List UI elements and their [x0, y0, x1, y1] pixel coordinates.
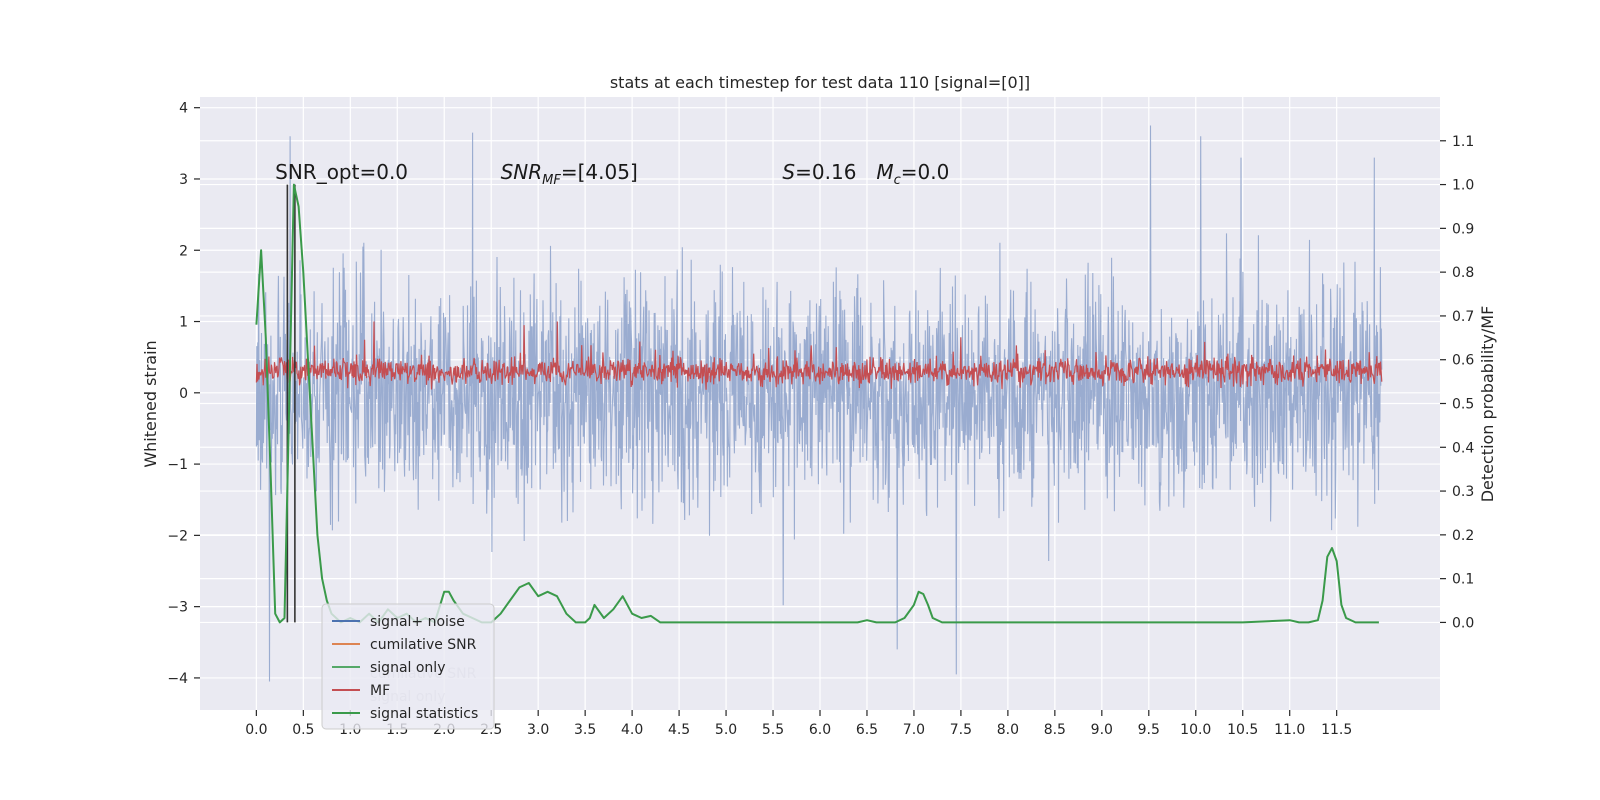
x-tick-label: 5.5	[762, 722, 784, 738]
y-right-tick-label: 0.4	[1452, 440, 1474, 456]
y-axis-right-label: Detection probability/MF	[1478, 306, 1497, 503]
y-right-tick-label: 1.1	[1452, 134, 1474, 150]
annotations: SNR_opt=0.0 SNRMF=[4.05] S=0.16 Mc=0.0	[275, 160, 949, 188]
annotation-text: Mc=0.0	[876, 160, 949, 188]
y-right-tick-label: 0.9	[1452, 221, 1474, 237]
y-right-tick-label: 0.6	[1452, 353, 1474, 369]
x-tick-label: 7.5	[950, 722, 972, 738]
x-tick-label: 0.5	[292, 722, 314, 738]
y-tick-label: 4	[179, 101, 188, 117]
x-tick-label: 6.5	[856, 722, 878, 738]
y-tick-label: 0	[179, 386, 188, 402]
x-tick-label: 0.0	[245, 722, 267, 738]
x-tick-label: 10.5	[1227, 722, 1258, 738]
x-tick-label: 6.0	[809, 722, 831, 738]
x-tick-label: 3.5	[574, 722, 596, 738]
legend-label: signal+ noise	[370, 614, 465, 630]
x-tick-label: 4.0	[621, 722, 643, 738]
y-tick-label: 3	[179, 172, 188, 188]
x-tick-label: 8.5	[1044, 722, 1066, 738]
x-tick-label: 4.5	[668, 722, 690, 738]
y-right-tick-label: 0.1	[1452, 572, 1474, 588]
y-right-tick-label: 0.7	[1452, 309, 1474, 325]
y-right-tick-label: 0.0	[1452, 615, 1474, 631]
legend-box	[321, 603, 495, 730]
legend-label: cumilative SNR	[370, 637, 477, 653]
y-right-tick-label: 0.8	[1452, 265, 1474, 281]
x-tick-label: 10.0	[1180, 722, 1211, 738]
y-right-tick-label: 0.3	[1452, 484, 1474, 500]
y-axis-label: Whitened strain	[141, 340, 160, 467]
vertical-markers	[286, 184, 296, 623]
x-tick-label: 7.0	[903, 722, 925, 738]
legend-label: MF	[370, 683, 390, 699]
y-right-tick-label: 0.5	[1452, 397, 1474, 413]
y-tick-label: 2	[179, 243, 188, 259]
y-tick-label: −3	[167, 600, 188, 616]
y-right-tick-label: 1.0	[1452, 178, 1474, 194]
x-tick-label: 9.0	[1091, 722, 1113, 738]
x-tick-label: 9.5	[1138, 722, 1160, 738]
x-tick-label: 11.0	[1274, 722, 1305, 738]
legend-label: signal only	[370, 660, 445, 676]
y-tick-label: −4	[167, 671, 188, 687]
x-tick-label: 8.0	[997, 722, 1019, 738]
annotation-text: SNR_opt=0.0	[275, 160, 408, 184]
y-tick-label: 1	[179, 315, 188, 331]
x-tick-label: 11.5	[1321, 722, 1352, 738]
y-right-tick-label: 0.2	[1452, 528, 1474, 544]
x-tick-label: 3.0	[527, 722, 549, 738]
axes: 0.0 0.5 1.0 1.5 2.0 2.5 3.0 3.5 4.0 4.5 5.0 5.5 6.0 6…	[167, 101, 1474, 738]
annotation-text: S=0.16	[782, 160, 856, 184]
mf-line	[255, 321, 1383, 390]
y-tick-label: −1	[167, 457, 188, 473]
annotation-text: SNRMF=[4.05]	[501, 160, 638, 188]
chart-title: stats at each timestep for test data 110…	[610, 73, 1030, 92]
legend-label: signal statistics	[370, 706, 478, 722]
x-tick-label: 5.0	[715, 722, 737, 738]
signal-noise-line	[255, 125, 1383, 682]
y-tick-label: −2	[167, 528, 188, 544]
signal-noise-series	[255, 125, 1383, 682]
mf-series	[255, 321, 1383, 390]
